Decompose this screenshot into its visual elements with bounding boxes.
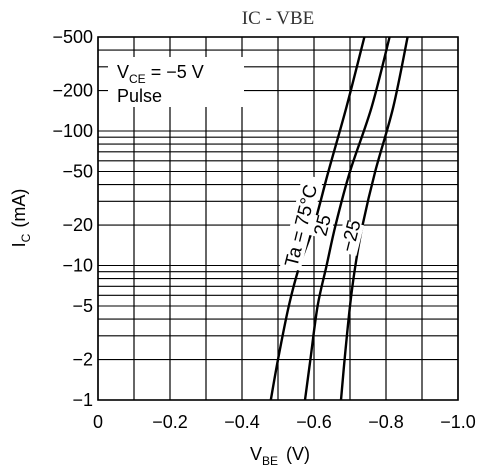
series-line-0 — [269, 36, 366, 401]
y-axis-label: IC(mA) — [9, 189, 33, 248]
x-tick-label: −0.4 — [224, 412, 260, 432]
series-label-bg — [336, 220, 365, 256]
series-label-bg — [280, 174, 324, 271]
x-tick-label: −0.6 — [296, 412, 332, 432]
series-label: 25 — [310, 213, 335, 239]
series-label-group-2: −25 — [336, 218, 366, 256]
vce-condition: VCE = −5 V — [117, 62, 204, 86]
y-tick-label: −200 — [52, 81, 93, 101]
series-label: −25 — [337, 218, 365, 254]
plot-frame — [97, 36, 459, 401]
y-tick-label: −20 — [62, 215, 93, 235]
conditions-box: VCE = −5 V Pulse — [108, 57, 244, 107]
y-tick-label: −2 — [72, 350, 93, 370]
y-tick-label: −5 — [72, 296, 93, 316]
y-tick-label: −10 — [62, 256, 93, 276]
y-tick-label: −1 — [72, 390, 93, 410]
curves — [269, 36, 409, 401]
series-label-bg — [309, 214, 335, 240]
x-axis-label: VBE (V) — [250, 444, 310, 468]
x-tick-label: 0 — [93, 412, 103, 432]
x-tick-label: −0.2 — [152, 412, 188, 432]
y-tick-label: −50 — [62, 161, 93, 181]
chart-title: IC - VBE — [242, 8, 314, 29]
y-tick-label: −100 — [52, 121, 93, 141]
pulse-condition: Pulse — [117, 86, 162, 106]
labels: 0 −0.2 −0.4 −0.6 −0.8 −1.0 −1 −2 −5 −10 −20 −50 −100… — [52, 27, 475, 432]
series-label-group-1: 25 — [309, 213, 336, 240]
series-line-1 — [303, 36, 391, 401]
y-tick-label: −500 — [52, 27, 93, 47]
x-tick-label: −1.0 — [440, 412, 476, 432]
x-tick-label: −0.8 — [368, 412, 404, 432]
